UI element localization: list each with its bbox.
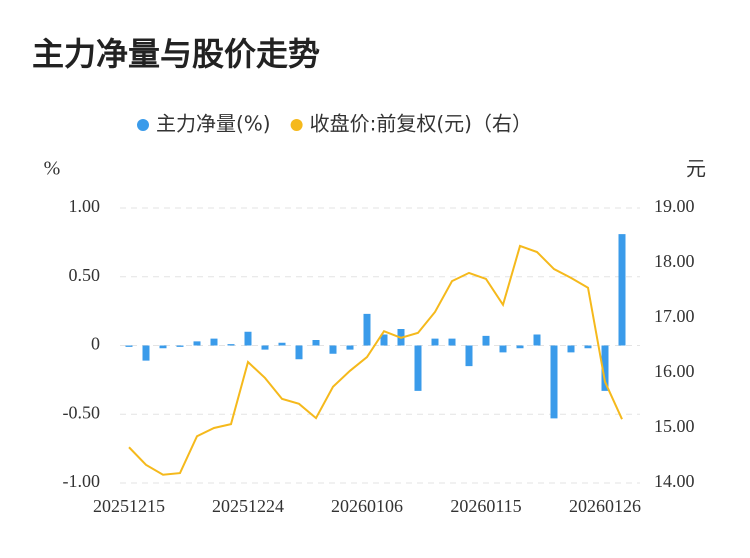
- legend-label: 收盘价:前复权(元)（右）: [310, 112, 532, 136]
- y2-tick-label: 15.00: [654, 416, 695, 436]
- bar: [295, 345, 303, 360]
- bar: [261, 345, 269, 350]
- bar: [159, 345, 167, 349]
- y2-tick-label: 19.00: [654, 196, 695, 216]
- bar: [618, 234, 626, 346]
- bar: [346, 345, 354, 350]
- y-tick-label: 0.50: [69, 265, 101, 285]
- y2-unit: 元: [686, 157, 706, 181]
- bar: [482, 335, 490, 346]
- bar: [312, 340, 320, 346]
- y2-tick-label: 18.00: [654, 251, 695, 271]
- x-tick-label: 20251215: [93, 496, 165, 516]
- y2-tick-label: 14.00: [654, 471, 695, 491]
- bar: [533, 334, 541, 346]
- y-unit: %: [44, 158, 61, 180]
- bar: [329, 345, 337, 354]
- y-tick-label: 0: [91, 334, 100, 354]
- y-tick-label: 1.00: [69, 196, 101, 216]
- y-tick-label: -0.50: [63, 402, 101, 422]
- bar: [465, 345, 473, 367]
- x-tick-label: 20260115: [450, 496, 521, 516]
- bar: [414, 345, 422, 391]
- legend-marker: [137, 119, 149, 131]
- bar: [227, 344, 235, 346]
- bar: [210, 338, 218, 346]
- y2-tick-label: 17.00: [654, 306, 695, 326]
- price-line: [128, 244, 623, 476]
- bar: [584, 345, 592, 349]
- bar: [380, 334, 388, 346]
- bar: [125, 345, 133, 347]
- bar: [142, 345, 150, 361]
- bar: [601, 345, 609, 391]
- bar: [278, 342, 286, 346]
- bar: [567, 345, 575, 353]
- x-tick-label: 20251224: [212, 496, 284, 516]
- bar: [550, 345, 558, 419]
- bar: [176, 345, 184, 347]
- y2-tick-label: 16.00: [654, 361, 695, 381]
- legend-label: 主力净量(%): [156, 112, 271, 136]
- bar: [363, 313, 371, 346]
- bar: [499, 345, 507, 353]
- chart-title: 主力净量与股价走势: [32, 35, 320, 73]
- x-tick-label: 20260126: [569, 496, 641, 516]
- bar: [431, 338, 439, 346]
- y-tick-label: -1.00: [63, 471, 101, 491]
- bar: [516, 345, 524, 349]
- bar: [244, 331, 252, 346]
- x-tick-label: 20260106: [331, 496, 403, 516]
- bar: [448, 338, 456, 346]
- legend-marker: [290, 119, 303, 131]
- bar: [193, 341, 201, 346]
